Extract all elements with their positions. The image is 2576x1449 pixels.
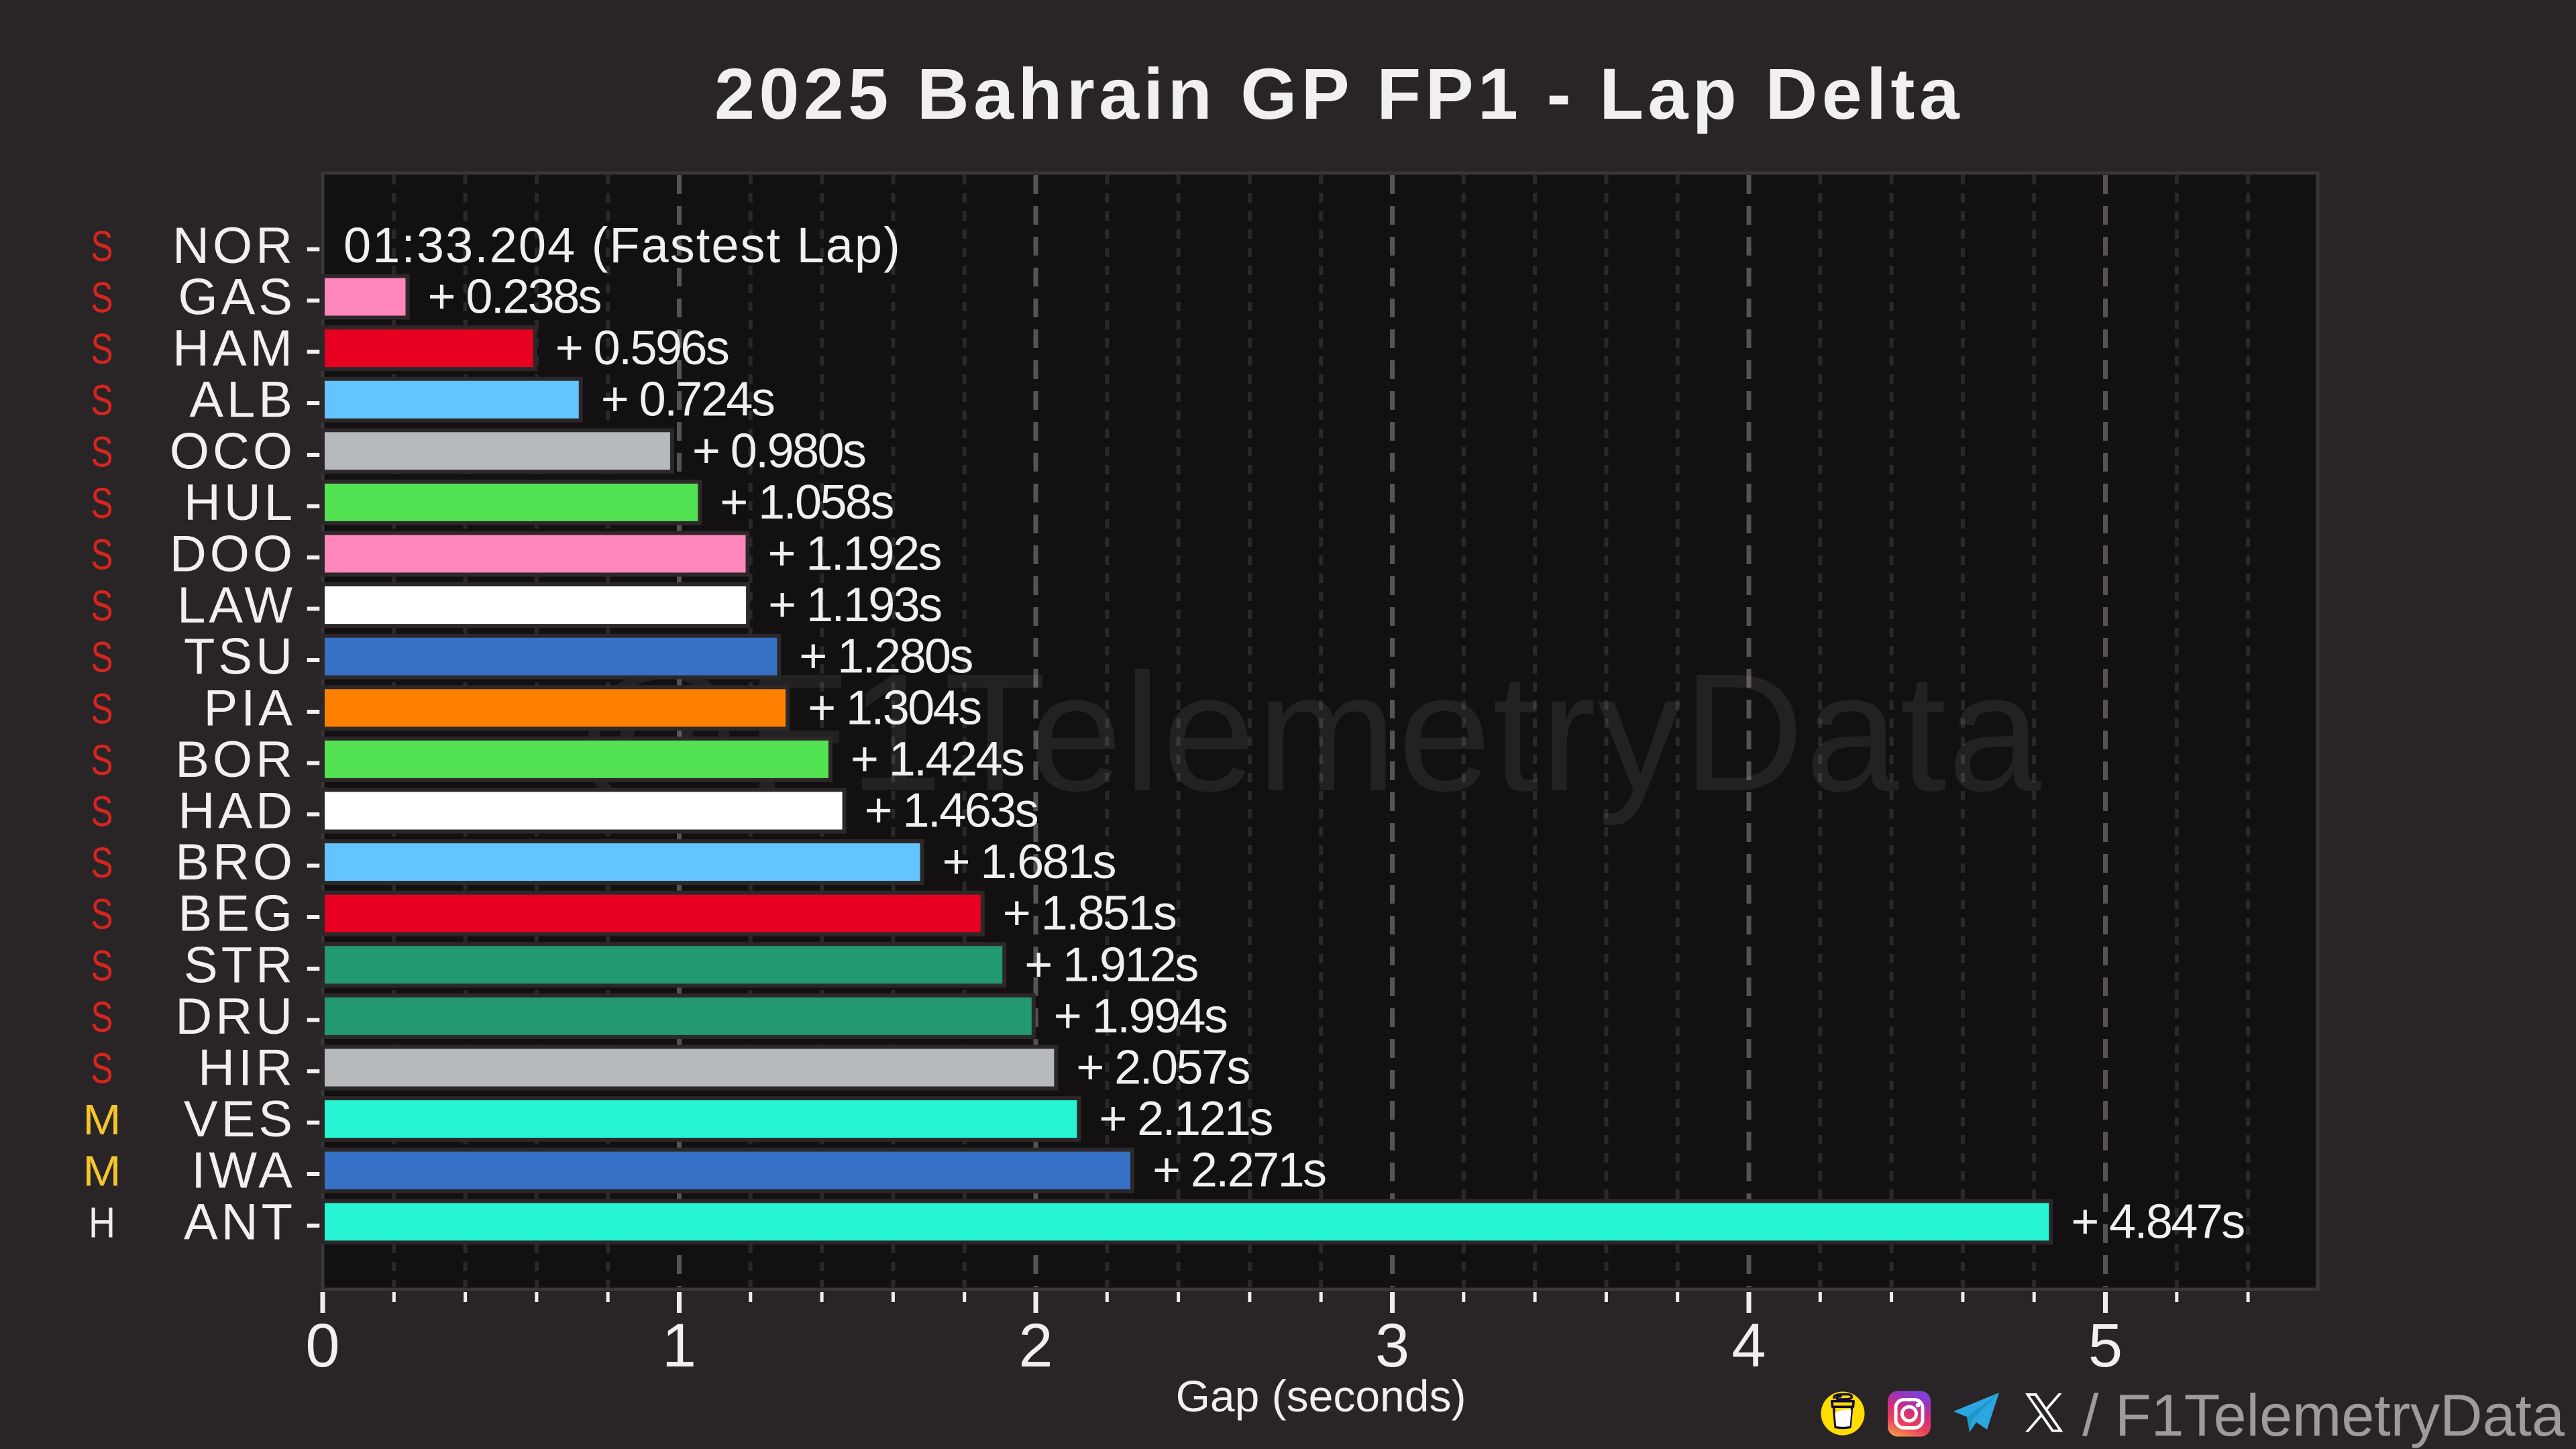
svg-text:DRU: DRU (175, 988, 296, 1045)
svg-text:+ 0.724s: + 0.724s (601, 373, 774, 427)
svg-text:/ F1TelemetryData: / F1TelemetryData (2082, 1382, 2565, 1448)
svg-text:-: - (305, 783, 321, 840)
svg-text:HAD: HAD (178, 783, 296, 840)
svg-text:+ 4.847s: + 4.847s (2071, 1195, 2244, 1248)
svg-text:OCO: OCO (170, 423, 296, 480)
svg-text:2: 2 (1018, 1311, 1053, 1380)
svg-text:ANT: ANT (184, 1193, 296, 1250)
svg-text:DOO: DOO (170, 526, 296, 583)
svg-text:+ 1.280s: + 1.280s (799, 630, 972, 684)
svg-text:S: S (91, 222, 113, 270)
svg-text:+ 1.424s: + 1.424s (851, 733, 1024, 786)
svg-text:-: - (305, 988, 321, 1045)
svg-text:-: - (305, 629, 321, 686)
svg-text:-: - (305, 320, 321, 377)
svg-text:-: - (305, 372, 321, 429)
svg-text:S: S (91, 427, 113, 476)
svg-text:-: - (305, 936, 321, 994)
svg-text:3: 3 (1375, 1311, 1409, 1380)
svg-text:S: S (91, 274, 113, 322)
svg-text:S: S (91, 788, 113, 836)
svg-text:M: M (83, 1147, 121, 1195)
svg-text:-: - (305, 1142, 321, 1199)
svg-text:S: S (91, 839, 113, 887)
svg-text:+ 1.192s: + 1.192s (768, 527, 941, 581)
svg-text:-: - (305, 731, 321, 788)
svg-text:S: S (91, 582, 113, 630)
svg-text:-: - (305, 1040, 321, 1097)
svg-text:1: 1 (662, 1311, 696, 1380)
svg-text:-: - (305, 217, 321, 274)
svg-text:4: 4 (1731, 1311, 1766, 1380)
svg-text:5: 5 (2088, 1311, 2123, 1380)
svg-text:S: S (91, 993, 113, 1041)
svg-text:-: - (305, 474, 321, 531)
svg-text:S: S (91, 890, 113, 938)
svg-text:+ 0.238s: + 0.238s (428, 270, 601, 324)
svg-text:STR: STR (184, 936, 296, 994)
svg-text:BRO: BRO (175, 834, 296, 891)
svg-text:ALB: ALB (189, 372, 296, 429)
svg-text:-: - (305, 423, 321, 480)
svg-text:-: - (305, 1091, 321, 1148)
svg-text:-: - (305, 1193, 321, 1250)
svg-text:LAW: LAW (177, 577, 296, 634)
svg-text:S: S (91, 325, 113, 373)
svg-text:VES: VES (184, 1091, 296, 1148)
svg-text:01:33.204 (Fastest Lap): 01:33.204 (Fastest Lap) (343, 217, 902, 273)
svg-text:+ 1.463s: + 1.463s (865, 784, 1038, 838)
svg-text:+ 1.193s: + 1.193s (768, 578, 941, 632)
svg-text:+ 2.271s: + 2.271s (1152, 1144, 1326, 1197)
svg-text:+ 1.912s: + 1.912s (1024, 938, 1197, 991)
svg-text:-: - (305, 885, 321, 943)
svg-text:S: S (91, 633, 113, 682)
svg-text:+ 2.121s: + 2.121s (1099, 1092, 1272, 1146)
svg-text:+ 0.596s: + 0.596s (555, 321, 729, 375)
svg-text:IWA: IWA (191, 1142, 296, 1199)
svg-text:S: S (91, 376, 113, 425)
svg-text:S: S (91, 684, 113, 733)
svg-text:0: 0 (305, 1311, 339, 1380)
svg-text:+ 1.681s: + 1.681s (943, 835, 1116, 889)
svg-text:+ 1.994s: + 1.994s (1054, 989, 1227, 1043)
svg-text:Gap (seconds): Gap (seconds) (1176, 1371, 1466, 1421)
svg-text:-: - (305, 680, 321, 737)
svg-text:BOR: BOR (175, 731, 296, 788)
svg-text:S: S (91, 479, 113, 527)
svg-text:HIR: HIR (198, 1040, 296, 1097)
svg-text:+ 1.304s: + 1.304s (808, 681, 981, 735)
svg-text:+ 0.980s: + 0.980s (692, 424, 865, 478)
svg-text:TSU: TSU (184, 629, 296, 686)
svg-text:GAS: GAS (178, 269, 297, 326)
svg-text:PIA: PIA (204, 680, 297, 737)
svg-text:S: S (91, 736, 113, 784)
svg-text:S: S (91, 1044, 113, 1093)
svg-text:HUL: HUL (184, 474, 296, 531)
svg-text:+ 1.058s: + 1.058s (720, 476, 893, 529)
svg-text:+ 2.057s: + 2.057s (1076, 1041, 1249, 1095)
svg-text:2025 Bahrain GP FP1 - Lap Delt: 2025 Bahrain GP FP1 - Lap Delta (714, 53, 1964, 134)
svg-text:H: H (89, 1198, 115, 1246)
svg-text:+ 1.851s: + 1.851s (1003, 887, 1176, 941)
svg-text:BEG: BEG (178, 885, 297, 943)
svg-text:S: S (91, 941, 113, 989)
svg-text:S: S (91, 531, 113, 579)
svg-text:-: - (305, 526, 321, 583)
svg-text:-: - (305, 269, 321, 326)
svg-text:M: M (83, 1095, 121, 1144)
svg-text:-: - (305, 577, 321, 634)
svg-text:-: - (305, 834, 321, 891)
svg-text:NOR: NOR (172, 217, 296, 274)
svg-text:HAM: HAM (172, 320, 296, 377)
